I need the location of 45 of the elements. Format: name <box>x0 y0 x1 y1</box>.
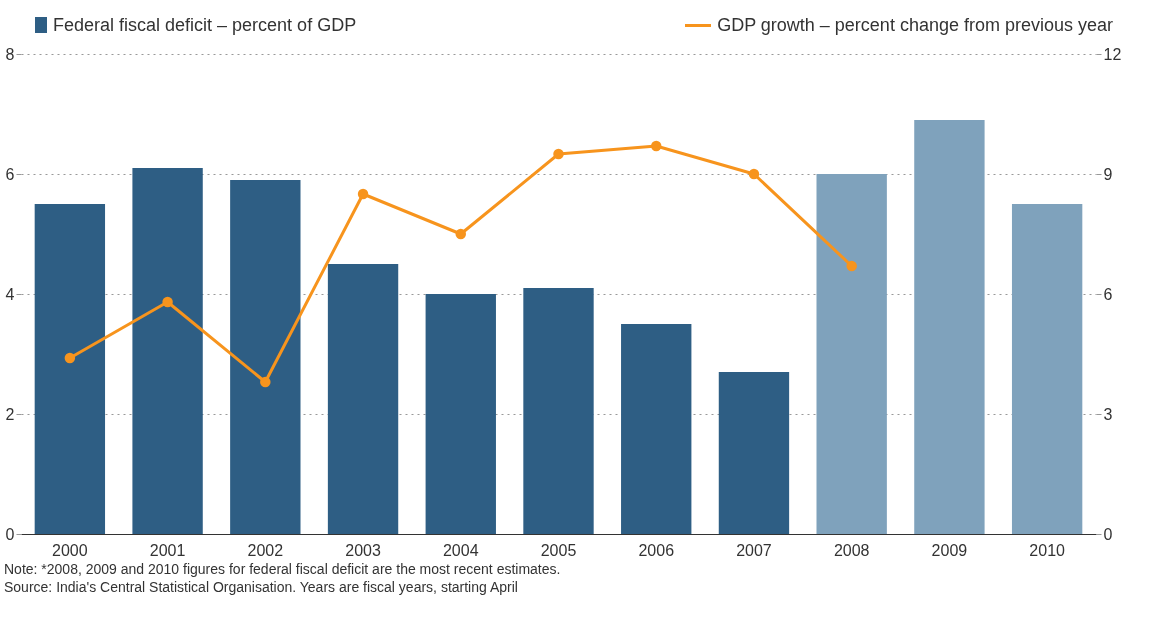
y2-tick-label: 12 <box>1103 45 1122 63</box>
y-tick-label: 4 <box>5 285 15 303</box>
point <box>260 376 271 388</box>
point <box>748 168 760 180</box>
legend-label: Federal fiscal deficit – percent of GDP <box>53 14 357 36</box>
x-tick-label: 2000 <box>52 541 88 559</box>
x-tick-label: 2009 <box>931 541 968 559</box>
bar <box>132 168 203 534</box>
y-tick-label: 8 <box>5 45 15 63</box>
y-tick-label: 2 <box>5 405 15 423</box>
point <box>650 140 662 152</box>
source-note: Source: India's Central Statistical Organisation. Years are fiscal years, starting April <box>4 578 519 596</box>
point <box>553 148 564 160</box>
y-tick-label: 0 <box>5 525 15 543</box>
point <box>455 228 467 240</box>
bar <box>523 288 594 534</box>
bar <box>1011 204 1083 534</box>
x-tick-label: 2003 <box>345 541 381 559</box>
y-tick-label: 6 <box>5 165 15 183</box>
bar <box>425 294 496 534</box>
point <box>846 260 857 272</box>
bar <box>34 204 106 534</box>
x-tick-label: 2006 <box>638 541 675 559</box>
point <box>64 352 76 364</box>
bar <box>327 264 399 534</box>
y2-tick-label: 6 <box>1103 285 1113 303</box>
x-tick-label: 2008 <box>833 541 870 559</box>
y2-tick-label: 9 <box>1103 165 1113 183</box>
bar <box>718 372 790 534</box>
x-tick-label: 2010 <box>1029 541 1066 559</box>
point <box>357 188 369 200</box>
y2-tick-label: 0 <box>1103 525 1113 543</box>
bar <box>230 180 301 534</box>
x-tick-label: 2002 <box>247 541 284 559</box>
x-tick-label: 2001 <box>149 541 186 559</box>
bar <box>816 174 887 534</box>
point <box>162 296 173 308</box>
y2-tick-label: 3 <box>1103 405 1113 423</box>
text: Note: *2008, 2009 and 2010 figures for federal fiscal deficit are the most recent estimates. <box>4 560 562 578</box>
x-tick-label: 2007 <box>736 541 772 559</box>
bar <box>621 324 692 534</box>
x-tick-label: 2004 <box>442 541 479 559</box>
bar <box>914 120 985 534</box>
legend-label: GDP growth – percent change from previous year <box>717 14 1113 36</box>
x-tick-label: 2005 <box>540 541 577 559</box>
